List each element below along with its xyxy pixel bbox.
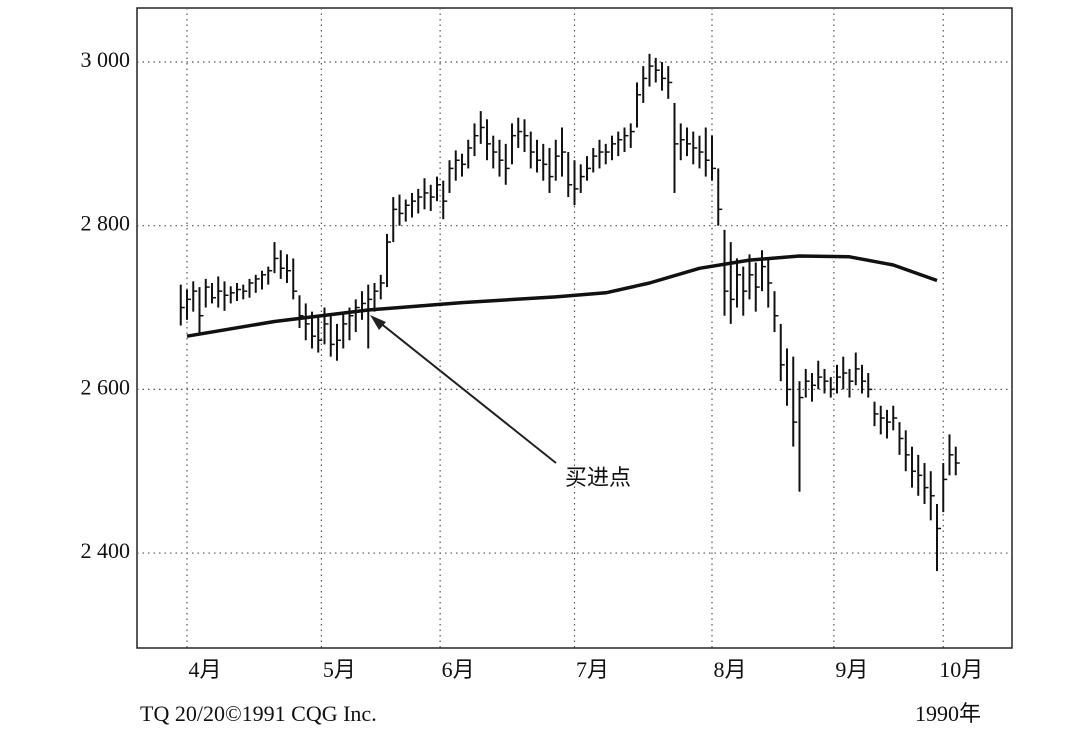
- y-tick-label: 3 000: [81, 47, 131, 72]
- year-label: 1990年: [915, 701, 981, 726]
- x-tick-label: 4月: [188, 657, 221, 682]
- x-tick-label: 8月: [713, 657, 746, 682]
- moving-average: [186, 254, 938, 338]
- x-tick-label: 10月: [939, 657, 983, 682]
- source-note: TQ 20/20©1991 CQG Inc.: [140, 701, 377, 726]
- y-tick-label: 2 600: [81, 374, 131, 399]
- y-tick-label: 2 800: [81, 211, 131, 236]
- x-tick-label: 7月: [576, 657, 609, 682]
- x-tick-label: 5月: [323, 657, 356, 682]
- y-tick-label: 2 400: [81, 538, 131, 563]
- arrow-head: [370, 315, 386, 330]
- annotation-arrow: [373, 317, 557, 464]
- x-tick-label: 9月: [835, 657, 868, 682]
- annotation: 买进点: [565, 465, 631, 490]
- x-tick-label: 6月: [442, 657, 475, 682]
